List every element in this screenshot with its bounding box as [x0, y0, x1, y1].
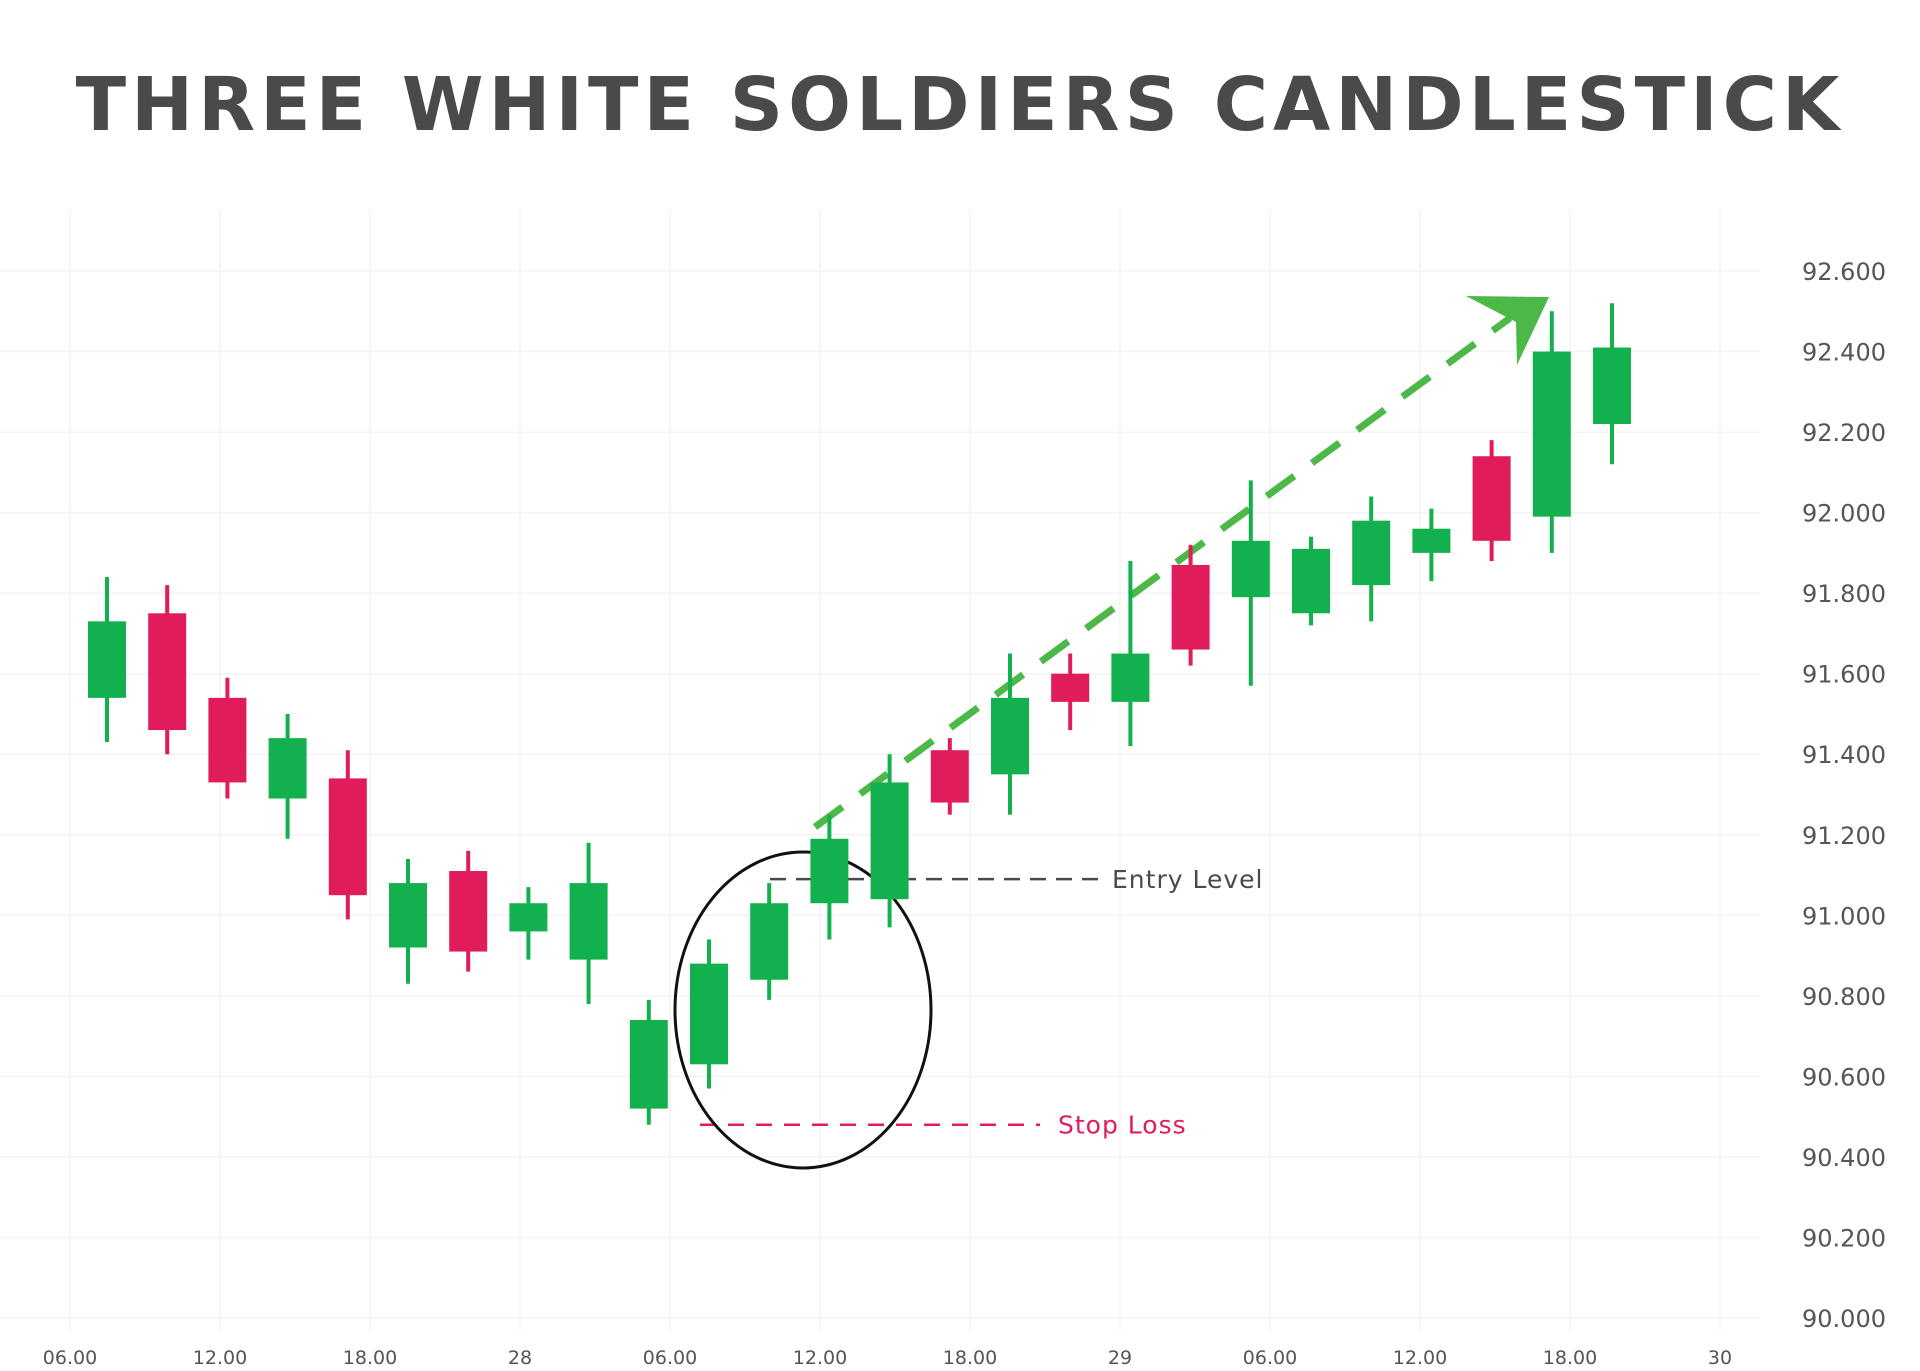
y-tick-label: 91.600 — [1802, 661, 1886, 689]
y-axis-labels: 92.600 92.400 92.200 92.000 91.800 91.600 91.4… — [1802, 258, 1886, 1333]
y-tick-label: 90.400 — [1802, 1144, 1886, 1172]
y-tick-label: 90.600 — [1802, 1063, 1886, 1091]
candle-body — [1412, 528, 1451, 553]
bullish-candle — [389, 858, 427, 984]
bullish-candle — [88, 577, 126, 743]
bearish-candle — [449, 850, 488, 972]
candle-body — [1593, 347, 1631, 425]
bullish-candle — [1231, 480, 1270, 686]
candle-body — [208, 697, 247, 783]
bullish-candle — [1292, 536, 1330, 626]
bullish-candle — [629, 999, 668, 1125]
candle-body — [1532, 351, 1571, 517]
y-tick-label: 91.000 — [1802, 902, 1886, 930]
bullish-candle — [1593, 303, 1631, 465]
candle-body — [1472, 456, 1511, 541]
candle-body — [389, 883, 427, 948]
candle-body — [810, 838, 849, 904]
candle-body — [629, 1020, 668, 1109]
candle-body — [1051, 673, 1090, 702]
bearish-candle — [1472, 440, 1511, 561]
y-tick-label: 90.000 — [1802, 1305, 1886, 1333]
candle-body — [268, 738, 307, 799]
x-tick-label: 12.00 — [1393, 1347, 1447, 1369]
bearish-candle — [208, 677, 247, 799]
candle-body — [1171, 564, 1210, 650]
candle-body — [569, 883, 608, 960]
candle-body — [991, 697, 1029, 775]
bullish-candle — [1111, 560, 1150, 747]
bullish-candle — [1412, 508, 1451, 582]
annotations: Entry Level Stop Loss — [673, 296, 1549, 1170]
y-tick-label: 91.400 — [1802, 741, 1886, 769]
bearish-candle — [328, 750, 367, 920]
bullish-candle — [870, 754, 909, 928]
chart-title: THREE WHITE SOLDIERS CANDLESTICK — [75, 62, 1845, 148]
x-tick-label: 18.00 — [943, 1347, 997, 1369]
x-tick-label: 18.00 — [1543, 1347, 1597, 1369]
candle-body — [509, 903, 548, 932]
candle-body — [1111, 653, 1150, 702]
x-tick-label: 12.00 — [193, 1347, 247, 1369]
candles — [88, 303, 1631, 1125]
candle-body — [870, 782, 909, 900]
candle-body — [1352, 520, 1391, 586]
bullish-candle — [991, 653, 1029, 815]
trend-arrow-line — [812, 315, 1513, 830]
x-tick-label: 18.00 — [343, 1347, 397, 1369]
candle-body — [148, 613, 187, 731]
bearish-candle — [148, 585, 187, 755]
y-tick-label: 92.400 — [1802, 339, 1886, 367]
candle-body — [930, 750, 969, 803]
x-axis-labels: 06.00 12.00 18.00 28 06.00 12.00 18.00 29 06.00 1… — [43, 1347, 1732, 1369]
bearish-candle — [1171, 544, 1210, 666]
y-tick-label: 91.200 — [1802, 822, 1886, 850]
bearish-candle — [930, 738, 969, 815]
candle-body — [328, 778, 367, 896]
x-tick-label: 06.00 — [1243, 1347, 1297, 1369]
bullish-candle — [1352, 496, 1391, 622]
pattern-highlight-circle — [673, 850, 933, 1170]
bullish-candle — [690, 939, 728, 1089]
candle-body — [1292, 548, 1330, 614]
x-tick-label: 28 — [508, 1347, 532, 1369]
y-tick-label: 92.000 — [1802, 500, 1886, 528]
bullish-candle — [810, 814, 849, 940]
bullish-candle — [1532, 311, 1571, 553]
entry-level-label: Entry Level — [1112, 865, 1263, 894]
x-tick-label: 29 — [1108, 1347, 1132, 1369]
y-tick-label: 90.200 — [1802, 1224, 1886, 1252]
candle-body — [750, 903, 789, 980]
x-tick-label: 06.00 — [43, 1347, 97, 1369]
bullish-candle — [509, 887, 548, 960]
candle-body — [449, 871, 488, 952]
y-tick-label: 92.200 — [1802, 419, 1886, 447]
bullish-candle — [750, 883, 789, 1000]
candle-body — [88, 621, 126, 698]
y-tick-label: 92.600 — [1802, 258, 1886, 286]
grid — [0, 210, 1760, 1330]
candle-body — [690, 963, 728, 1065]
x-tick-label: 12.00 — [793, 1347, 847, 1369]
stop-loss-label: Stop Loss — [1058, 1111, 1187, 1140]
bearish-candle — [1051, 653, 1090, 731]
bullish-candle — [569, 842, 608, 1004]
x-tick-label: 30 — [1708, 1347, 1732, 1369]
x-tick-label: 06.00 — [643, 1347, 697, 1369]
y-tick-label: 91.800 — [1802, 580, 1886, 608]
bullish-candle — [268, 713, 307, 839]
candle-body — [1231, 540, 1270, 598]
trend-arrow-head-icon — [1466, 296, 1549, 365]
y-tick-label: 90.800 — [1802, 983, 1886, 1011]
